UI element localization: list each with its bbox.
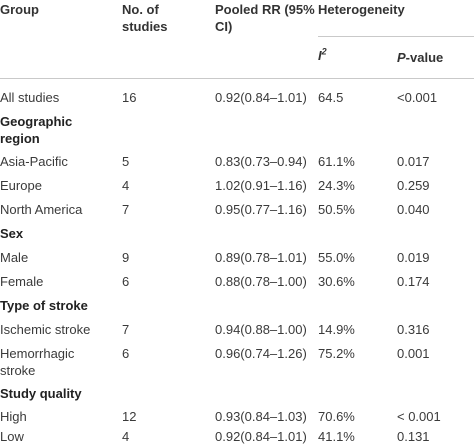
row-male-n: 9 xyxy=(122,250,130,265)
header-i2-sup: 2 xyxy=(321,46,327,57)
header-i2-base: I xyxy=(318,48,322,63)
row-ischemic-rr: 0.94(0.88–1.00) xyxy=(215,322,307,337)
row-high-rr: 0.93(0.84–1.03) xyxy=(215,409,307,424)
section-sex: Sex xyxy=(0,226,24,241)
row-all-rr: 0.92(0.84–1.01) xyxy=(215,90,307,105)
row-na-n: 7 xyxy=(122,202,130,217)
row-ischemic-n: 7 xyxy=(122,322,130,337)
row-asia-i2: 61.1% xyxy=(318,154,355,169)
row-male-p: 0.019 xyxy=(397,250,430,265)
header-bottom-rule xyxy=(0,78,474,79)
row-male-group: Male xyxy=(0,250,29,265)
row-asia-n: 5 xyxy=(122,154,130,169)
row-ischemic-i2: 14.9% xyxy=(318,322,355,337)
row-low-n: 4 xyxy=(122,429,130,444)
section-study-quality: Study quality xyxy=(0,386,82,401)
row-high-group: High xyxy=(0,409,27,424)
row-all-n: 16 xyxy=(122,90,137,105)
row-ischemic-group: Ischemic stroke xyxy=(0,322,91,337)
header-rr-line1: Pooled RR (95% xyxy=(215,2,315,17)
row-na-rr: 0.95(0.77–1.16) xyxy=(215,202,307,217)
section-stroke-type: Type of stroke xyxy=(0,298,88,313)
header-pvalue: P-value xyxy=(397,49,443,66)
row-high-i2: 70.6% xyxy=(318,409,355,424)
row-hemorrhagic-group-line1: Hemorrhagic xyxy=(0,346,75,361)
row-female-rr: 0.88(0.78–1.00) xyxy=(215,274,307,289)
row-na-p: 0.040 xyxy=(397,202,430,217)
row-female-group: Female xyxy=(0,274,44,289)
row-female-p: 0.174 xyxy=(397,274,430,289)
row-high-n: 12 xyxy=(122,409,137,424)
header-i2: I2 xyxy=(318,47,327,64)
header-studies-line2: studies xyxy=(122,19,168,34)
row-high-p: < 0.001 xyxy=(397,409,441,424)
row-ischemic-p: 0.316 xyxy=(397,322,430,337)
row-europe-n: 4 xyxy=(122,178,130,193)
row-europe-p: 0.259 xyxy=(397,178,430,193)
row-low-rr: 0.92(0.84–1.01) xyxy=(215,429,307,444)
row-hemorrhagic-n: 6 xyxy=(122,346,130,361)
row-male-rr: 0.89(0.78–1.01) xyxy=(215,250,307,265)
row-male-i2: 55.0% xyxy=(318,250,355,265)
row-all-group: All studies xyxy=(0,90,60,105)
row-asia-group: Asia-Pacific xyxy=(0,154,68,169)
row-female-i2: 30.6% xyxy=(318,274,355,289)
header-group: Group xyxy=(0,2,39,17)
header-p-italic: P xyxy=(397,50,406,65)
row-all-i2: 64.5 xyxy=(318,90,344,105)
section-geographic-line1: Geographic xyxy=(0,114,73,129)
row-europe-group: Europe xyxy=(0,178,42,193)
header-p-rest: -value xyxy=(405,50,444,65)
row-hemorrhagic-p: 0.001 xyxy=(397,346,430,361)
row-europe-rr: 1.02(0.91–1.16) xyxy=(215,178,307,193)
row-female-n: 6 xyxy=(122,274,130,289)
row-asia-rr: 0.83(0.73–0.94) xyxy=(215,154,307,169)
header-heterogeneity: Heterogeneity xyxy=(318,2,405,17)
row-hemorrhagic-i2: 75.2% xyxy=(318,346,355,361)
row-hemorrhagic-rr: 0.96(0.74–1.26) xyxy=(215,346,307,361)
row-low-p: 0.131 xyxy=(397,429,430,444)
row-all-p: <0.001 xyxy=(397,90,438,105)
row-low-i2: 41.1% xyxy=(318,429,355,444)
row-low-group: Low xyxy=(0,429,24,444)
row-europe-i2: 24.3% xyxy=(318,178,355,193)
row-asia-p: 0.017 xyxy=(397,154,430,169)
header-studies-line1: No. of xyxy=(122,2,159,17)
row-na-group: North America xyxy=(0,202,83,217)
row-hemorrhagic-group-line2: stroke xyxy=(0,363,36,378)
section-geographic-line2: region xyxy=(0,131,40,146)
header-rr-line2: CI) xyxy=(215,19,233,34)
row-na-i2: 50.5% xyxy=(318,202,355,217)
heterogeneity-underline xyxy=(318,36,474,37)
